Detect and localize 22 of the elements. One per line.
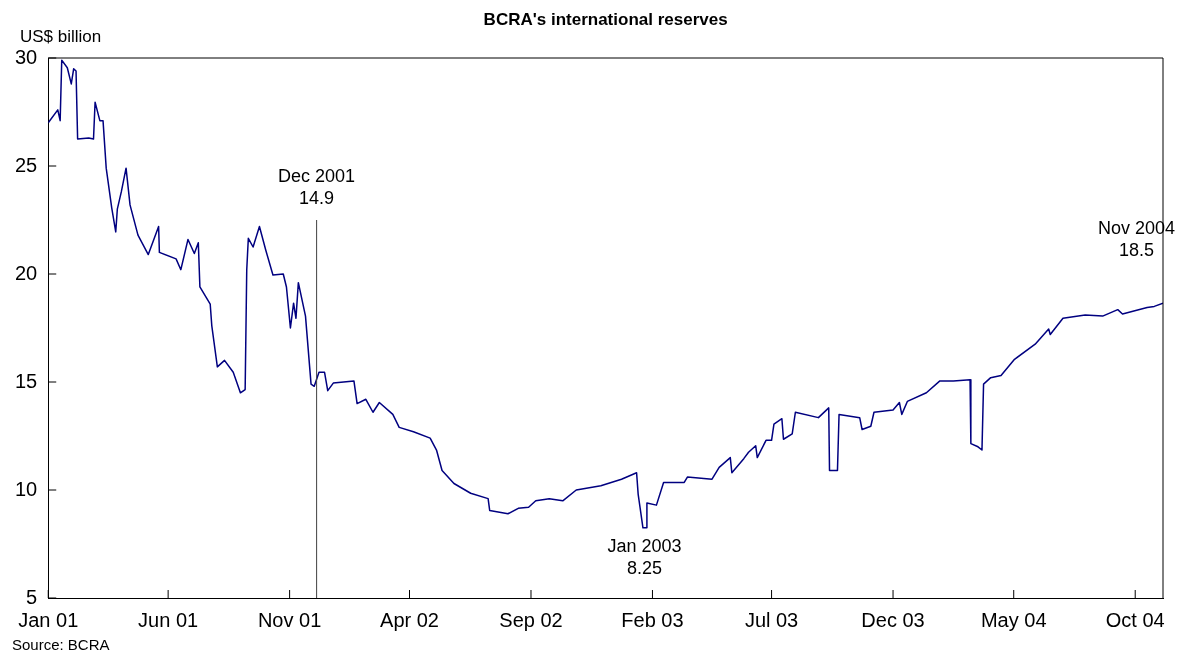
annotation: Nov 2004 18.5 [1097, 218, 1175, 261]
x-tick-label: Nov 01 [257, 608, 322, 631]
source-note: Source: BCRA [12, 635, 110, 653]
x-tick-label: Dec 03 [861, 608, 925, 631]
y-tick-label: 5 [26, 585, 38, 608]
y-tick-label: 30 [15, 45, 38, 68]
x-tick-label: Sep 02 [499, 608, 563, 631]
y-tick-label: 25 [15, 153, 38, 176]
y-tick-label: 20 [15, 261, 38, 284]
y-axis-title: US$ billion [20, 27, 102, 47]
x-tick-label: Jul 03 [744, 608, 799, 631]
y-tick-label: 10 [15, 477, 38, 500]
x-tick-label: May 04 [980, 608, 1047, 631]
chart-title: BCRA's international reserves [483, 10, 728, 30]
x-tick-label: Apr 02 [380, 608, 439, 631]
ref-line-label: Dec 2001 14.9 [278, 165, 356, 208]
annotation: Jan 2003 8.25 [607, 535, 682, 578]
x-tick-label: Jun 01 [138, 608, 199, 631]
x-tick-label: Oct 04 [1105, 608, 1165, 631]
y-tick-label: 15 [15, 369, 38, 392]
x-tick-label: Feb 03 [621, 608, 684, 631]
x-tick-label: Jan 01 [18, 608, 79, 631]
